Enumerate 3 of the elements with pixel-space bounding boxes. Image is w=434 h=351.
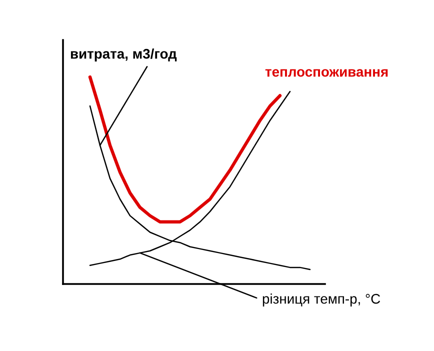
series-label: теплоспоживання (265, 69, 388, 77)
text: витрата, м3/год (70, 48, 177, 62)
text: різниця темп-р, °C (262, 294, 380, 306)
